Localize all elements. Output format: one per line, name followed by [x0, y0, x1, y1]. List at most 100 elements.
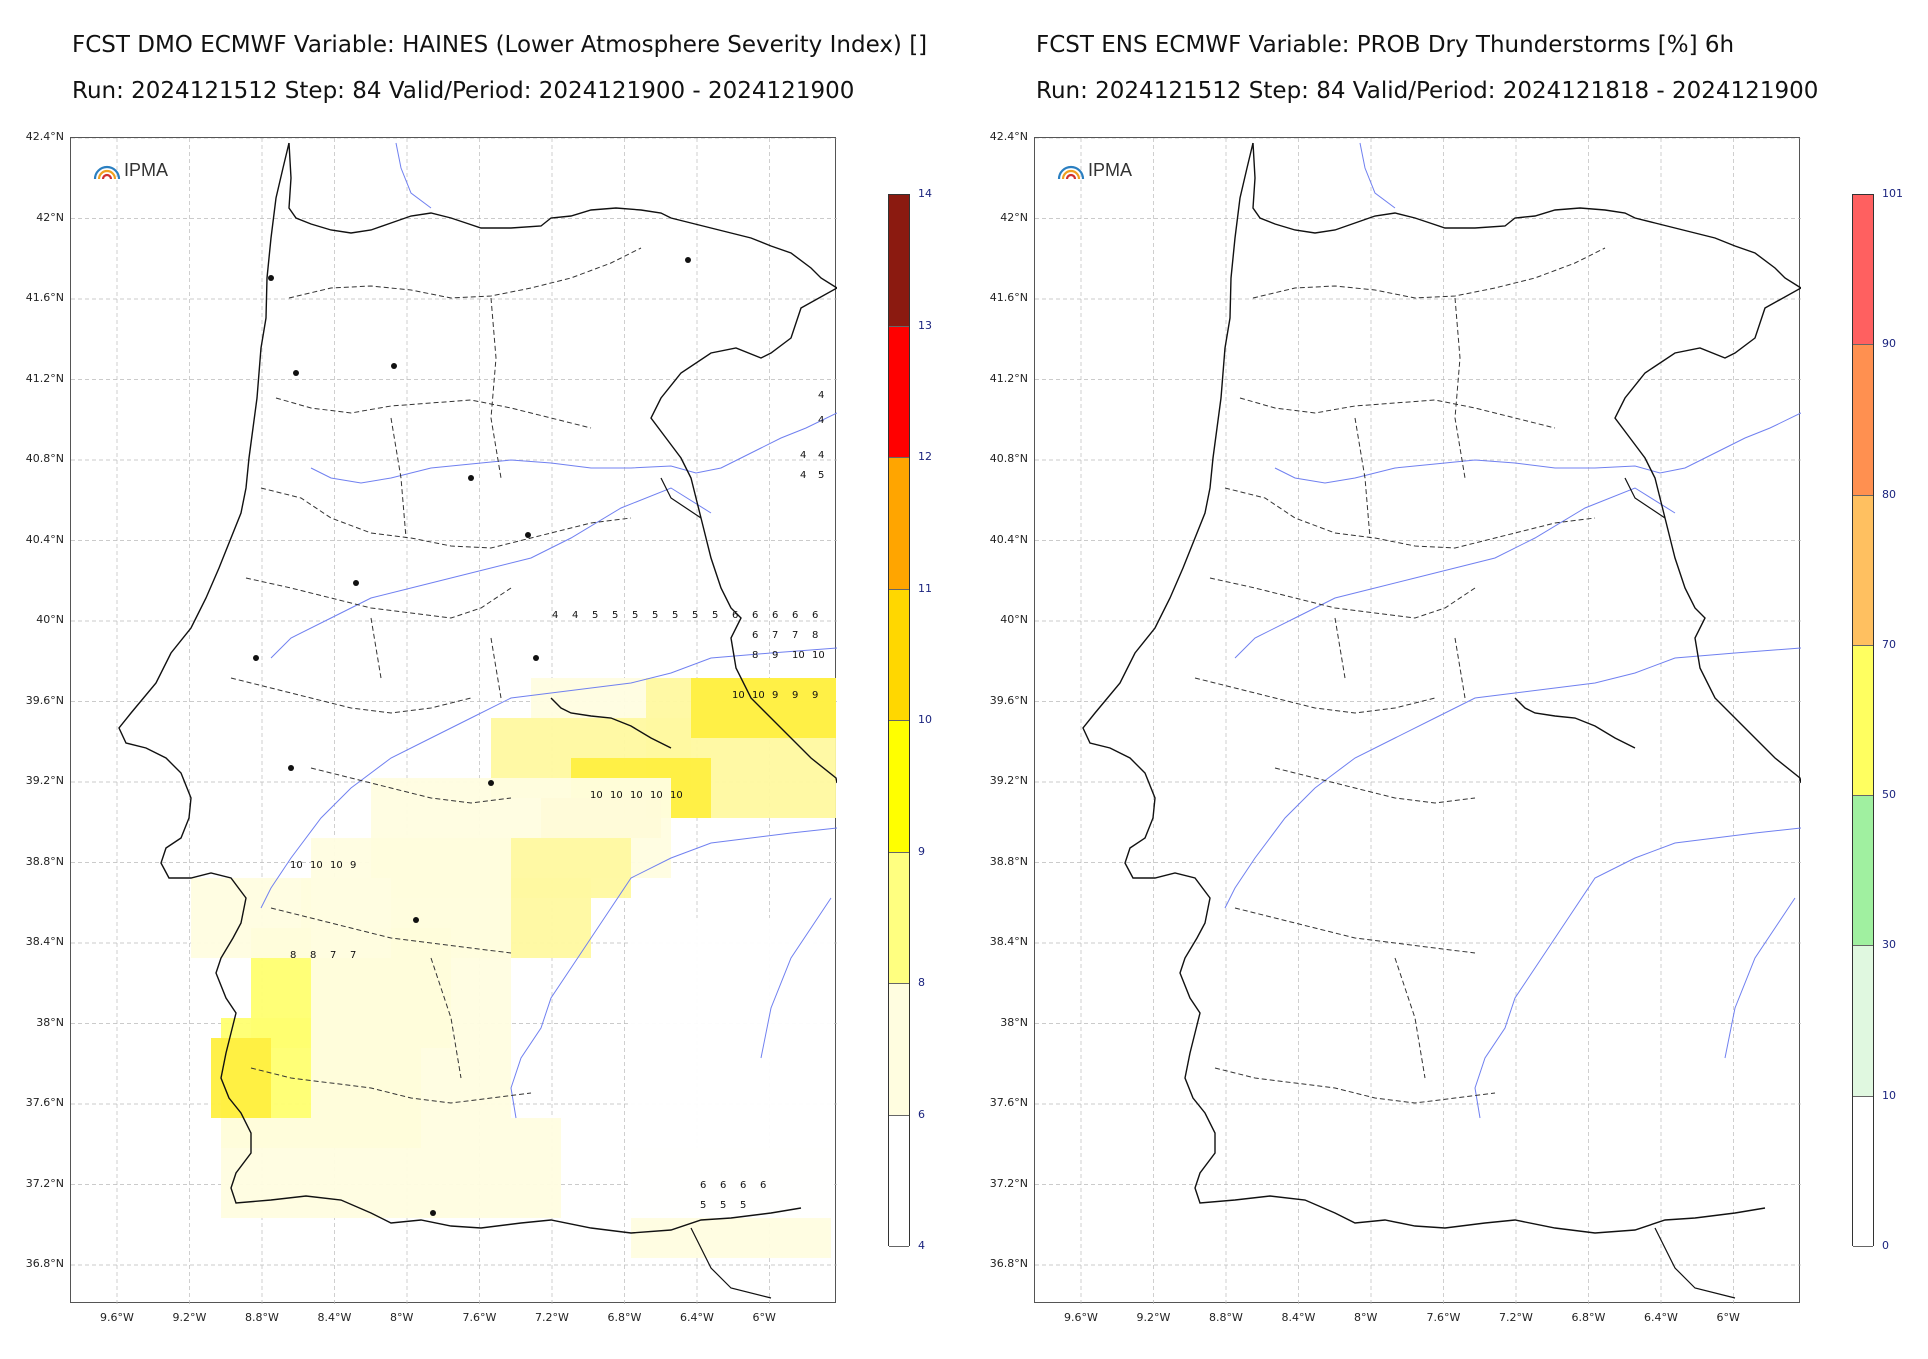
haines-grid-value: 10 — [630, 790, 643, 801]
haines-grid-value: 4 — [552, 610, 559, 621]
longitude-tick-label: 8.4°W — [1281, 1311, 1316, 1324]
longitude-tick-label: 8.8°W — [1209, 1311, 1243, 1324]
colorbar-segment — [889, 852, 909, 984]
latitude-tick-label: 38°N — [36, 1015, 64, 1029]
colorbar-tick-label: 14 — [918, 187, 932, 200]
map-frame — [70, 137, 837, 1304]
haines-grid-value: 6 — [720, 1180, 727, 1191]
haines-grid-value: 6 — [732, 610, 739, 621]
latitude-tick-label: 36.8°N — [25, 1257, 64, 1270]
latitude-tick-label: 41.6°N — [25, 291, 64, 304]
colorbar-tick-label: 0 — [1882, 1239, 1889, 1252]
colorbar-segment — [1853, 345, 1873, 496]
city-marker — [391, 363, 397, 369]
colorbar-tick-label: 9 — [918, 844, 925, 858]
city-marker — [488, 780, 494, 786]
latitude-tick-label: 40°N — [36, 613, 64, 626]
latitude-tick-label: 42°N — [1000, 210, 1028, 224]
latitude-tick-label: 39.6°N — [25, 693, 64, 707]
haines-grid-value: 10 — [310, 860, 323, 871]
colorbar-segment — [889, 1115, 909, 1247]
haines-grid-value: 10 — [290, 860, 303, 871]
colorbar-tick-label: 101 — [1882, 187, 1903, 200]
colorbar-segment — [1853, 495, 1873, 646]
city-marker — [525, 532, 531, 538]
map-frame — [1034, 137, 1801, 1304]
logo-text: IPMA — [1088, 160, 1133, 180]
haines-grid-value: 5 — [818, 470, 825, 481]
city-marker — [253, 655, 259, 661]
colorbar-tick-label: 70 — [1882, 637, 1896, 651]
latitude-tick-label: 38°N — [1000, 1015, 1028, 1029]
haines-grid-value: 9 — [792, 690, 799, 701]
city-marker — [468, 475, 474, 481]
longitude-tick-label: 8.8°W — [245, 1311, 279, 1324]
map-run-info: Run: 2024121512 Step: 84 Valid/Period: 2… — [72, 78, 855, 104]
haines-grid-value: 10 — [650, 790, 663, 801]
latitude-tick-label: 37.6°N — [989, 1096, 1028, 1109]
probability-colorbar — [1852, 194, 1874, 1247]
haines-grid-value: 5 — [700, 1200, 707, 1211]
latitude-tick-label: 40°N — [1000, 613, 1028, 626]
latitude-tick-label: 39.6°N — [989, 693, 1028, 707]
latitude-tick-label: 40.4°N — [25, 532, 64, 546]
haines-grid-value: 9 — [772, 650, 779, 661]
latitude-tick-label: 39.2°N — [25, 774, 64, 787]
ipma-logo: IPMA — [92, 160, 168, 181]
ipma-rainbow-icon — [1057, 165, 1085, 179]
colorbar-tick-label: 6 — [918, 1107, 925, 1121]
haines-grid-value: 6 — [752, 610, 759, 621]
city-marker — [288, 765, 294, 771]
city-marker — [685, 257, 691, 263]
colorbar-segment — [1853, 195, 1873, 346]
latitude-tick-label: 39.2°N — [989, 774, 1028, 787]
haines-grid-value: 8 — [752, 650, 759, 661]
haines-grid-value: 9 — [772, 690, 779, 701]
longitude-tick-label: 7.6°W — [462, 1311, 497, 1324]
longitude-tick-label: 6.4°W — [680, 1311, 714, 1324]
colorbar-tick-label: 80 — [1882, 487, 1896, 501]
haines-grid-value: 4 — [800, 470, 807, 481]
longitude-tick-label: 8°W — [1354, 1311, 1378, 1324]
city-marker — [533, 655, 539, 661]
latitude-tick-label: 42.4°N — [989, 130, 1028, 143]
latitude-tick-label: 37.6°N — [25, 1096, 64, 1109]
colorbar-segment — [889, 721, 909, 853]
haines-grid-value: 9 — [350, 860, 357, 871]
latitude-tick-label: 40.8°N — [25, 452, 64, 465]
haines-grid-value: 7 — [792, 630, 799, 641]
longitude-tick-label: 7.2°W — [535, 1311, 569, 1324]
colorbar-segment — [1853, 645, 1873, 797]
latitude-tick-label: 36.8°N — [989, 1257, 1028, 1270]
colorbar-tick-label: 10 — [918, 713, 932, 726]
longitude-tick-label: 6.8°W — [1571, 1311, 1606, 1324]
longitude-tick-label: 7.2°W — [1499, 1311, 1533, 1324]
haines-grid-value: 10 — [812, 650, 825, 661]
longitude-tick-label: 9.6°W — [1064, 1311, 1098, 1324]
haines-grid-value: 6 — [752, 630, 759, 641]
colorbar-tick-label: 4 — [918, 1239, 925, 1252]
latitude-tick-label: 40.8°N — [989, 452, 1028, 465]
colorbar-tick-label: 11 — [918, 581, 932, 595]
haines-grid-value: 8 — [290, 950, 297, 961]
haines-grid-value: 10 — [732, 690, 745, 701]
city-marker — [293, 370, 299, 376]
haines-grid-value: 5 — [672, 610, 679, 621]
longitude-tick-label: 6°W — [1716, 1311, 1740, 1324]
colorbar-segment — [1853, 796, 1873, 947]
haines-grid-value: 6 — [740, 1180, 747, 1191]
longitude-tick-label: 6.8°W — [607, 1311, 642, 1324]
latitude-tick-label: 41.2°N — [25, 371, 64, 385]
longitude-tick-label: 8.4°W — [317, 1311, 352, 1324]
longitude-tick-label: 9.2°W — [172, 1311, 207, 1324]
longitude-tick-label: 6.4°W — [1644, 1311, 1678, 1324]
haines-grid-value: 4 — [572, 610, 579, 621]
haines-grid-value: 4 — [800, 450, 807, 461]
map-run-info: Run: 2024121512 Step: 84 Valid/Period: 2… — [1036, 78, 1819, 104]
haines-grid-value: 7 — [350, 950, 357, 961]
latitude-tick-label: 37.2°N — [989, 1176, 1028, 1190]
haines-grid-value: 6 — [760, 1180, 767, 1191]
ipma-logo: IPMA — [1056, 160, 1132, 181]
haines-grid-value: 4 — [818, 415, 825, 426]
latitude-tick-label: 38.8°N — [25, 854, 64, 868]
